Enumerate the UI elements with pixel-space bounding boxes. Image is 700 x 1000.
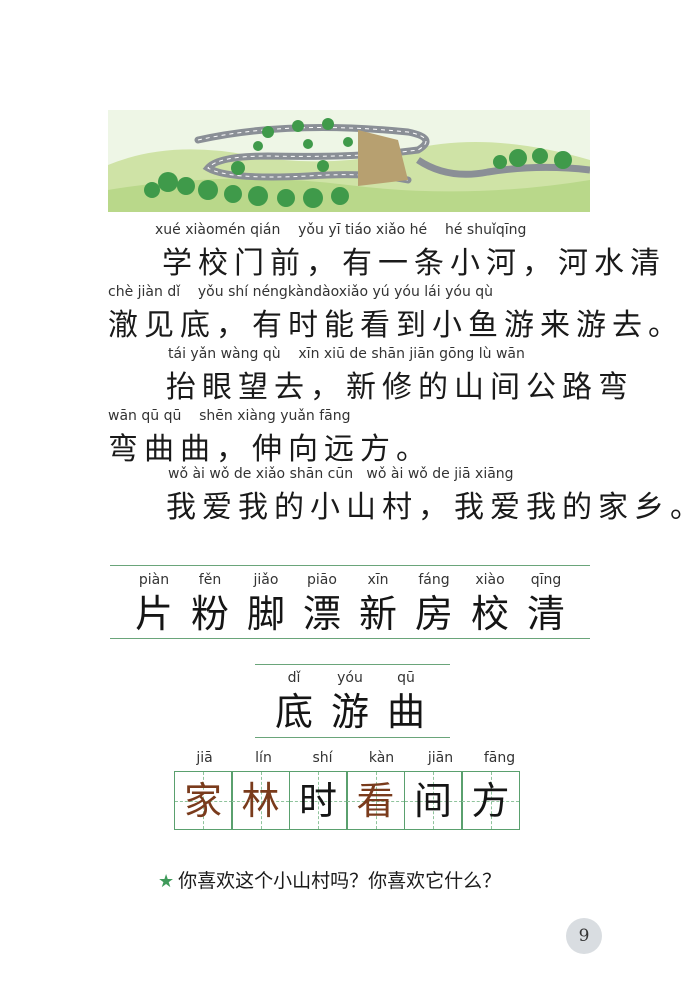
grid-pinyin: lín <box>255 750 272 766</box>
vocab-hanzi: 脚 <box>246 592 285 636</box>
village-road-illustration <box>108 110 590 212</box>
vocab-char: piāo 漂 <box>294 570 350 638</box>
vocab-char: yóu 游 <box>322 668 378 736</box>
vocab-pinyin: yóu <box>337 670 363 686</box>
writing-grid-cell: 方 <box>461 771 520 830</box>
vocab-pinyin: qīng <box>530 572 562 588</box>
vocab-char: qīng 清 <box>518 570 574 638</box>
vocab-hanzi: 游 <box>330 690 369 734</box>
vocab-pinyin: piāo <box>307 572 337 588</box>
vocab-hanzi: 新 <box>358 592 397 636</box>
hanzi-line: 澈见底，有时能看到小鱼游来游去。 <box>108 308 684 343</box>
grid-hanzi: 家 <box>183 779 222 823</box>
pinyin-line: xué xiàomén qián yǒu yī tiáo xiǎo hé hé … <box>155 222 527 238</box>
grid-pinyin: fāng <box>483 750 516 766</box>
divider-bottom <box>110 638 590 639</box>
vocab-char: xiào 校 <box>462 570 518 638</box>
divider-top <box>110 565 590 566</box>
vocab-pinyin: xīn <box>367 572 389 588</box>
hanzi-line: 学校门前，有一条小河，河水清 <box>162 246 666 281</box>
writing-grid-cell: 家 <box>173 771 233 830</box>
pinyin-line: wǒ ài wǒ de xiǎo shān cūn wǒ ài wǒ de ji… <box>168 466 514 482</box>
vocab-hanzi: 底 <box>274 690 313 734</box>
vocab-hanzi: 曲 <box>386 690 425 734</box>
writing-grid-pinyin: jiā lín shí kàn jiān fāng <box>175 750 529 766</box>
vocab-hanzi: 片 <box>134 592 173 636</box>
question-text: 你喜欢这个小山村吗？你喜欢它什么？ <box>178 870 502 892</box>
grid-hanzi: 间 <box>413 779 452 823</box>
hanzi-line: 抬眼望去，新修的山间公路弯 <box>166 370 634 405</box>
hanzi-line: 我爱我的小山村，我爱我的家乡。 <box>166 490 700 525</box>
discussion-question: ★ 你喜欢这个小山村吗？你喜欢它什么？ <box>158 866 501 893</box>
writing-grid: 家林时看间方 <box>173 771 520 830</box>
writing-grid-cell: 间 <box>403 771 463 830</box>
vocab-char: fáng 房 <box>406 570 462 638</box>
vocab-char: piàn 片 <box>126 570 182 638</box>
vocab-pinyin: jiǎo <box>253 572 279 588</box>
vocab-row-2: dǐ 底 yóu 游 qū 曲 <box>266 668 434 736</box>
vocab-pinyin: fěn <box>198 572 222 588</box>
grid-hanzi: 方 <box>471 779 510 823</box>
hanzi-line: 弯曲曲，伸向远方。 <box>108 432 432 467</box>
writing-grid-cell: 林 <box>231 771 290 830</box>
grid-hanzi: 林 <box>241 779 280 823</box>
page-number: 9 <box>566 918 602 954</box>
pinyin-line: tái yǎn wàng qù xīn xiū de shān jiān gōn… <box>168 346 525 362</box>
vocab-pinyin: fáng <box>418 572 450 588</box>
vocab-pinyin: qū <box>397 670 415 686</box>
grid-pinyin: jiān <box>427 750 454 766</box>
vocab-hanzi: 房 <box>414 592 453 636</box>
vocab-hanzi: 漂 <box>302 592 341 636</box>
writing-grid-cell: 时 <box>288 771 348 830</box>
grid-pinyin: shí <box>312 750 333 766</box>
grid-pinyin: jiā <box>196 750 213 766</box>
grid-hanzi: 时 <box>298 779 337 823</box>
divider-top <box>255 664 450 665</box>
vocab-hanzi: 校 <box>470 592 509 636</box>
vocab-pinyin: piàn <box>138 572 170 588</box>
vocab-char: jiǎo 脚 <box>238 570 294 638</box>
writing-grid-cell: 看 <box>346 771 405 830</box>
grid-pinyin: kàn <box>368 750 395 766</box>
vocab-row-1: piàn 片 fěn 粉 jiǎo 脚 piāo 漂 xīn 新 fáng 房 xiào 校 qīng 清 <box>126 570 574 638</box>
vocab-char: dǐ 底 <box>266 668 322 736</box>
star-icon: ★ <box>158 871 175 892</box>
pinyin-line: chè jiàn dǐ yǒu shí néngkàndàoxiǎo yú yó… <box>108 284 494 300</box>
vocab-hanzi: 粉 <box>190 592 229 636</box>
vocab-char: qū 曲 <box>378 668 434 736</box>
pinyin-line: wān qū qū shēn xiàng yuǎn fāng <box>108 408 351 424</box>
vocab-char: fěn 粉 <box>182 570 238 638</box>
vocab-pinyin: dǐ <box>287 670 301 686</box>
vocab-pinyin: xiào <box>475 572 505 588</box>
vocab-hanzi: 清 <box>526 592 565 636</box>
grid-hanzi: 看 <box>356 779 395 823</box>
vocab-char: xīn 新 <box>350 570 406 638</box>
divider-bottom <box>255 737 450 738</box>
